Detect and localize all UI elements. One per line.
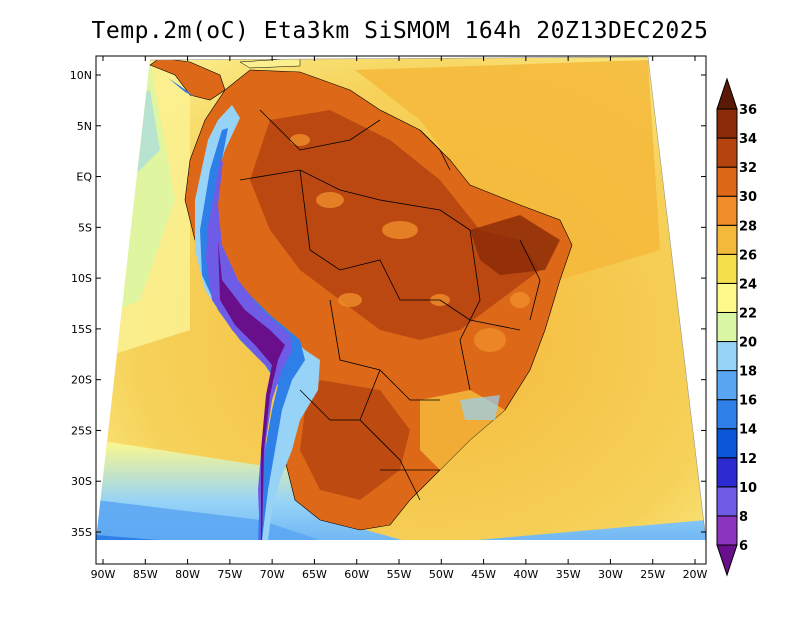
temperature-field (96, 57, 706, 540)
lat-label: 15S (71, 323, 92, 336)
lon-label: 90W (91, 568, 116, 581)
lon-label: 80W (175, 568, 200, 581)
lon-label: 20W (683, 568, 708, 581)
country-borders (239, 109, 541, 501)
colorbar-segment (716, 108, 738, 139)
colorbar-label: 28 (739, 219, 757, 234)
colorbar-label: 12 (739, 452, 757, 467)
colorbar-label: 14 (739, 423, 757, 438)
lat-label: 35S (71, 526, 92, 539)
lat-label: EQ (76, 171, 92, 184)
colorbar-segment (716, 311, 738, 343)
colorbar: 6 8 10 12 14 16 18 20 22 24 26 28 30 32 34 36 (716, 77, 757, 577)
lon-label: 55W (387, 568, 412, 581)
atlantic-warm-core (355, 60, 660, 280)
map-panel (96, 56, 706, 564)
colorbar-segment (716, 486, 738, 517)
lat-label: 10S (71, 272, 92, 285)
map-frame (95, 55, 707, 565)
colorbar-label: 18 (739, 365, 757, 380)
lat-label: 20S (71, 374, 92, 387)
colorbar-segment (716, 515, 738, 546)
colorbar-segment (716, 195, 738, 226)
colorbar-label: 6 (739, 539, 748, 554)
latitude-axis: 10N 5N EQ 5S 10S 15S 20S 25S 30S 35S (70, 69, 706, 539)
colorbar-label: 8 (739, 510, 748, 525)
lon-label: 70W (260, 568, 285, 581)
colorbar-segment (716, 137, 738, 168)
southeast-cool-patch (460, 395, 500, 420)
colorbar-segment (716, 399, 738, 430)
lon-label: 45W (471, 568, 496, 581)
colorbar-max-arrow (716, 77, 738, 110)
colorbar-label: 24 (739, 277, 757, 292)
colorbar-segment (716, 253, 738, 284)
colorbar-segment (716, 341, 738, 372)
colorbar-segment (716, 457, 738, 488)
colorbar-segment (716, 166, 738, 197)
colorbar-segment (716, 370, 738, 401)
colorbar-label: 36 (739, 103, 757, 118)
lon-label: 30W (598, 568, 623, 581)
colorbar-label: 20 (739, 336, 757, 351)
lon-label: 60W (344, 568, 369, 581)
colorbar-label: 30 (739, 190, 757, 205)
lon-label: 35W (556, 568, 581, 581)
colorbar-label: 22 (739, 306, 757, 321)
lon-label: 25W (640, 568, 665, 581)
lat-label: 30S (71, 475, 92, 488)
domain-edge (149, 56, 706, 541)
colorbar-segment (716, 282, 738, 313)
colorbar-label: 10 (739, 481, 757, 496)
longitude-axis: 90W 85W 80W 75W 70W 65W 60W 55W 50W 45W 40W 35W 30W 2… (91, 56, 708, 581)
lon-label: 65W (302, 568, 327, 581)
lon-label: 40W (513, 568, 538, 581)
lat-label: 5S (78, 221, 92, 234)
northeast-hottest-zone (470, 215, 560, 275)
colorbar-segment (716, 428, 738, 459)
lat-label: 5N (77, 120, 92, 133)
lon-label: 85W (133, 568, 158, 581)
colorbar-segment (716, 224, 738, 255)
colorbar-label: 16 (739, 394, 757, 409)
lat-label: 25S (71, 424, 92, 437)
lon-label: 75W (217, 568, 242, 581)
colorbar-label: 26 (739, 248, 757, 263)
map-title: Temp.2m(oC) Eta3km SiSMOM 164h 20Z13DEC2… (91, 18, 709, 44)
colorbar-label: 32 (739, 161, 757, 176)
colorbar-min-arrow (716, 544, 738, 577)
colorbar-label: 34 (739, 132, 757, 147)
andes-coldest-band (218, 240, 285, 540)
lon-label: 50W (429, 568, 454, 581)
lat-label: 10N (70, 69, 92, 82)
central-america-highlands (168, 78, 195, 97)
